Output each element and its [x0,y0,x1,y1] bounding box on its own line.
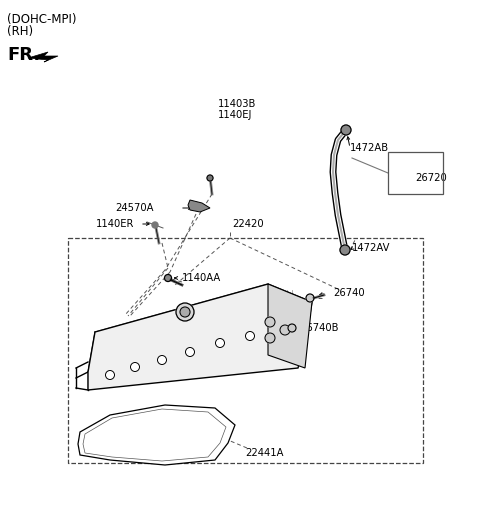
Circle shape [216,339,225,347]
Circle shape [131,362,140,372]
Polygon shape [188,200,210,212]
Circle shape [340,245,350,255]
Text: 39318: 39318 [197,305,228,315]
Circle shape [165,274,171,282]
Text: (DOHC-MPI): (DOHC-MPI) [7,13,76,26]
Bar [68,238,423,463]
Circle shape [207,175,213,181]
Text: 26740: 26740 [333,288,365,298]
Polygon shape [268,284,312,368]
Polygon shape [78,405,235,465]
Circle shape [265,317,275,327]
Circle shape [180,307,190,317]
Text: 1472AB: 1472AB [350,143,389,153]
Circle shape [341,125,351,135]
Text: 26740B: 26740B [300,323,338,333]
Text: 1140AA: 1140AA [182,273,221,283]
Text: FR.: FR. [7,46,40,64]
Circle shape [306,294,314,302]
Circle shape [245,332,254,340]
Text: 1140EJ: 1140EJ [218,110,252,120]
Text: 1140ER: 1140ER [96,219,134,229]
Polygon shape [28,52,58,62]
Text: 26720: 26720 [415,173,447,183]
Circle shape [280,325,290,335]
Circle shape [152,222,158,228]
Polygon shape [88,284,312,390]
Text: 11403B: 11403B [218,99,256,109]
Circle shape [265,333,275,343]
Circle shape [176,303,194,321]
Circle shape [185,347,194,357]
Circle shape [288,324,296,332]
Text: 1472AV: 1472AV [352,243,391,253]
Text: (RH): (RH) [7,25,33,38]
Bar [388,152,443,194]
Text: 22420: 22420 [232,219,264,229]
Text: 24570A: 24570A [115,203,154,213]
Circle shape [157,356,167,364]
Circle shape [106,371,115,379]
Text: 22441A: 22441A [245,448,284,458]
